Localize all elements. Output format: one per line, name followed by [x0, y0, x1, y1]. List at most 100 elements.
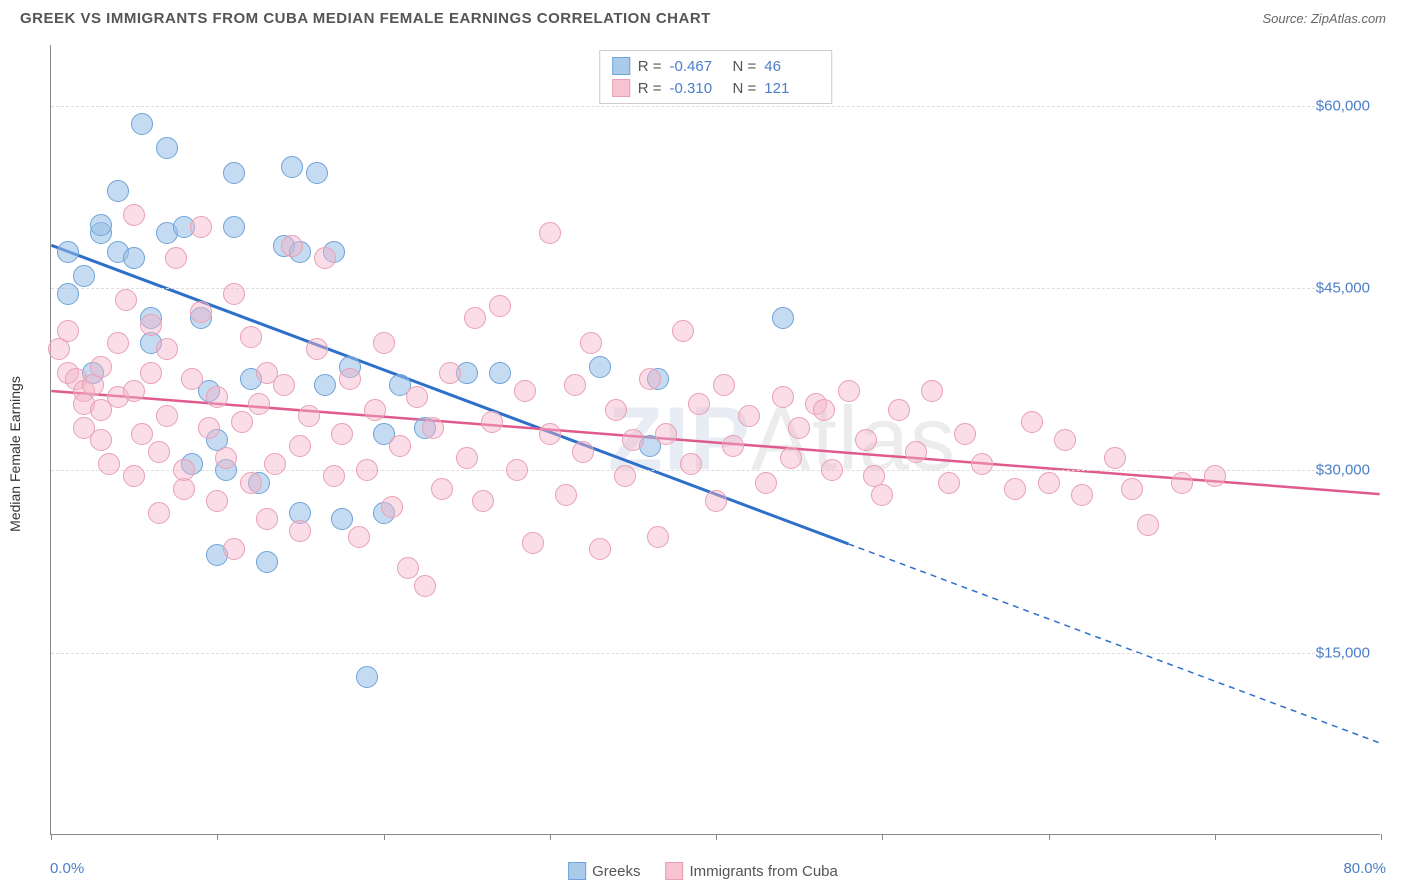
scatter-point — [289, 435, 311, 457]
n-label: N = — [733, 80, 757, 97]
scatter-point — [306, 162, 328, 184]
scatter-point — [397, 557, 419, 579]
scatter-point — [954, 423, 976, 445]
scatter-point — [489, 295, 511, 317]
scatter-point — [107, 332, 129, 354]
trendlines-svg — [51, 45, 1380, 834]
scatter-point — [672, 320, 694, 342]
scatter-point — [439, 362, 461, 384]
scatter-point — [98, 453, 120, 475]
scatter-point — [813, 399, 835, 421]
scatter-point — [90, 429, 112, 451]
scatter-point — [123, 247, 145, 269]
scatter-point — [190, 216, 212, 238]
scatter-point — [165, 247, 187, 269]
swatch-blue-icon — [612, 57, 630, 75]
scatter-point — [464, 307, 486, 329]
scatter-point — [90, 356, 112, 378]
y-tick-label: $30,000 — [1316, 462, 1390, 479]
scatter-point — [381, 496, 403, 518]
scatter-point — [589, 356, 611, 378]
scatter-point — [938, 472, 960, 494]
scatter-point — [555, 484, 577, 506]
scatter-point — [206, 490, 228, 512]
title-bar: GREEK VS IMMIGRANTS FROM CUBA MEDIAN FEM… — [0, 0, 1406, 32]
scatter-point — [156, 405, 178, 427]
scatter-point — [364, 399, 386, 421]
scatter-point — [921, 380, 943, 402]
scatter-point — [231, 411, 253, 433]
x-tick — [384, 834, 385, 840]
scatter-point — [539, 423, 561, 445]
scatter-point — [264, 453, 286, 475]
scatter-point — [306, 338, 328, 360]
scatter-point — [713, 374, 735, 396]
scatter-point — [181, 368, 203, 390]
n-label: N = — [733, 58, 757, 75]
scatter-point — [123, 380, 145, 402]
scatter-point — [281, 156, 303, 178]
scatter-point — [514, 380, 536, 402]
scatter-point — [1054, 429, 1076, 451]
scatter-point — [1004, 478, 1026, 500]
scatter-point — [1204, 465, 1226, 487]
scatter-point — [123, 465, 145, 487]
legend-row-greeks: R = -0.467 N = 46 — [612, 55, 820, 77]
x-tick — [1215, 834, 1216, 840]
scatter-point — [173, 459, 195, 481]
scatter-point — [414, 575, 436, 597]
correlation-legend: R = -0.467 N = 46 R = -0.310 N = 121 — [599, 50, 833, 104]
scatter-point — [406, 386, 428, 408]
scatter-point — [472, 490, 494, 512]
y-axis-label: Median Female Earnings — [7, 376, 23, 532]
scatter-point — [821, 459, 843, 481]
scatter-point — [140, 314, 162, 336]
scatter-point — [123, 204, 145, 226]
series-legend: Greeks Immigrants from Cuba — [568, 862, 838, 880]
swatch-blue-icon — [568, 862, 586, 880]
scatter-point — [772, 386, 794, 408]
scatter-point — [90, 214, 112, 236]
scatter-point — [289, 520, 311, 542]
scatter-point — [248, 393, 270, 415]
scatter-point — [1021, 411, 1043, 433]
x-tick — [1049, 834, 1050, 840]
scatter-point — [564, 374, 586, 396]
scatter-point — [855, 429, 877, 451]
legend-item-cuba: Immigrants from Cuba — [665, 862, 837, 880]
scatter-point — [1104, 447, 1126, 469]
gridline — [51, 653, 1380, 654]
scatter-point — [605, 399, 627, 421]
scatter-point — [456, 447, 478, 469]
scatter-point — [131, 113, 153, 135]
scatter-point — [373, 332, 395, 354]
series-name-cuba: Immigrants from Cuba — [689, 863, 837, 880]
x-tick — [217, 834, 218, 840]
scatter-point — [614, 465, 636, 487]
scatter-point — [206, 386, 228, 408]
scatter-point — [481, 411, 503, 433]
scatter-point — [589, 538, 611, 560]
scatter-point — [389, 435, 411, 457]
scatter-point — [57, 320, 79, 342]
scatter-point — [489, 362, 511, 384]
swatch-pink-icon — [612, 79, 630, 97]
scatter-point — [1171, 472, 1193, 494]
y-tick-label: $15,000 — [1316, 644, 1390, 661]
scatter-point — [223, 283, 245, 305]
scatter-point — [190, 301, 212, 323]
scatter-point — [431, 478, 453, 500]
scatter-point — [273, 374, 295, 396]
scatter-point — [506, 459, 528, 481]
r-label: R = — [638, 58, 662, 75]
y-tick-label: $45,000 — [1316, 280, 1390, 297]
scatter-point — [314, 247, 336, 269]
x-axis-max-label: 80.0% — [1343, 860, 1386, 877]
scatter-point — [639, 368, 661, 390]
n-value-cuba: 121 — [764, 80, 819, 97]
scatter-point — [1121, 478, 1143, 500]
scatter-point — [1137, 514, 1159, 536]
scatter-point — [647, 526, 669, 548]
scatter-point — [223, 538, 245, 560]
gridline — [51, 288, 1380, 289]
